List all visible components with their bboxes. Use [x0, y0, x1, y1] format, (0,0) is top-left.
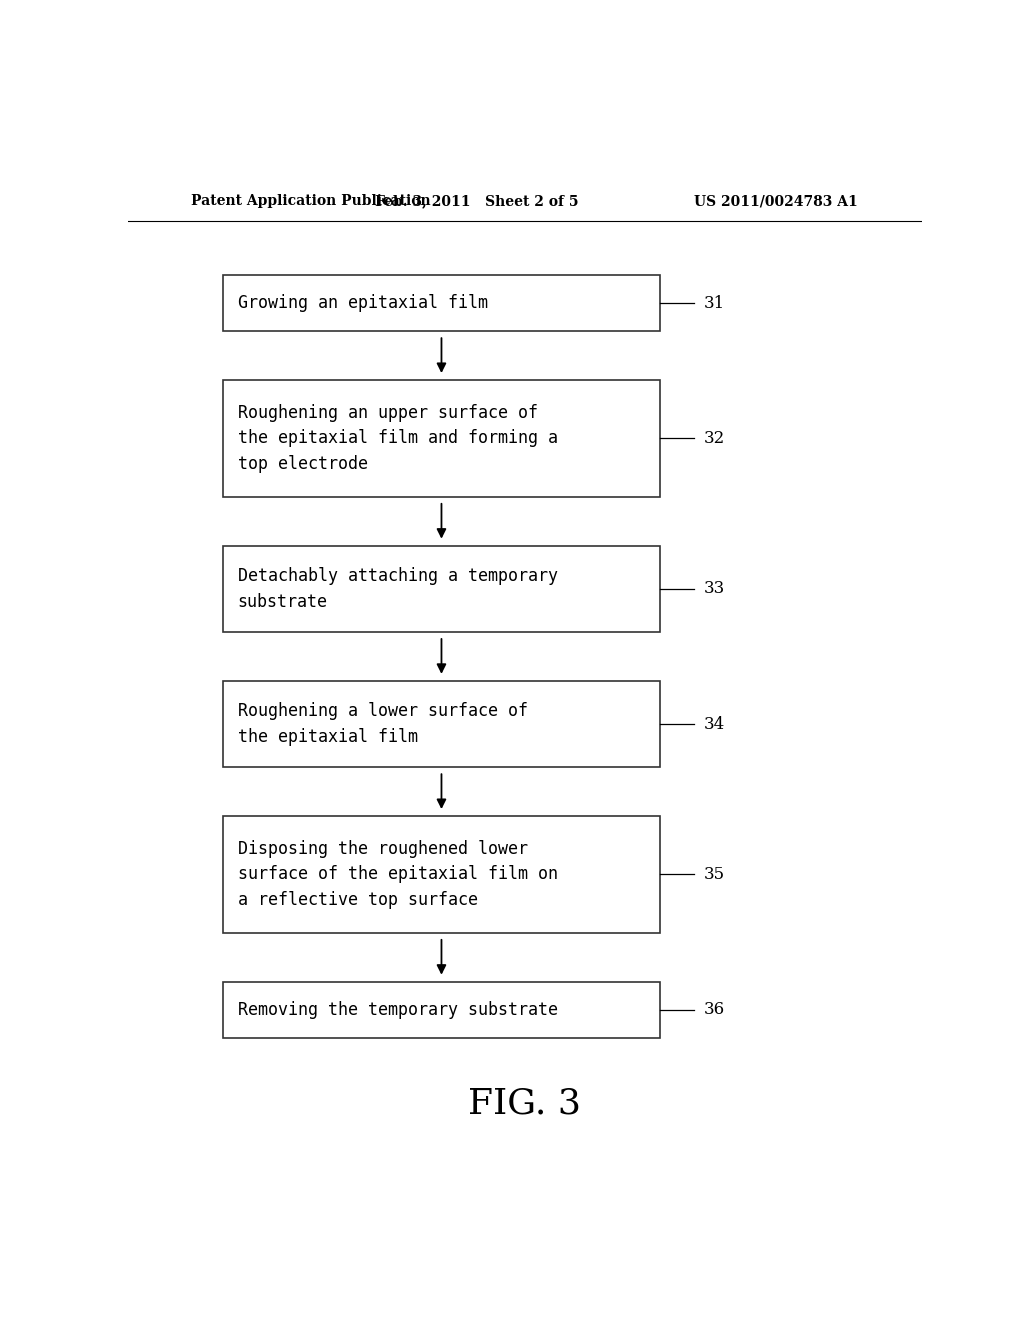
- Bar: [223, 276, 659, 331]
- Text: US 2011/0024783 A1: US 2011/0024783 A1: [694, 194, 858, 209]
- Text: Roughening an upper surface of
the epitaxial film and forming a
top electrode: Roughening an upper surface of the epita…: [238, 404, 557, 473]
- Text: 32: 32: [703, 430, 725, 447]
- Text: 31: 31: [703, 294, 725, 312]
- Text: Patent Application Publication: Patent Application Publication: [191, 194, 431, 209]
- Text: Detachably attaching a temporary
substrate: Detachably attaching a temporary substra…: [238, 568, 557, 611]
- Text: Roughening a lower surface of
the epitaxial film: Roughening a lower surface of the epitax…: [238, 702, 527, 746]
- Text: 35: 35: [703, 866, 725, 883]
- Text: FIG. 3: FIG. 3: [468, 1086, 582, 1121]
- Text: Growing an epitaxial film: Growing an epitaxial film: [238, 294, 487, 313]
- Text: 34: 34: [703, 715, 725, 733]
- Text: 33: 33: [703, 581, 725, 598]
- Bar: [223, 681, 659, 767]
- Bar: [223, 816, 659, 933]
- Bar: [223, 545, 659, 632]
- Text: Feb. 3, 2011   Sheet 2 of 5: Feb. 3, 2011 Sheet 2 of 5: [376, 194, 579, 209]
- Bar: [223, 982, 659, 1038]
- Text: Removing the temporary substrate: Removing the temporary substrate: [238, 1001, 557, 1019]
- Text: 36: 36: [703, 1001, 725, 1018]
- Bar: [223, 380, 659, 496]
- Text: Disposing the roughened lower
surface of the epitaxial film on
a reflective top : Disposing the roughened lower surface of…: [238, 840, 557, 909]
